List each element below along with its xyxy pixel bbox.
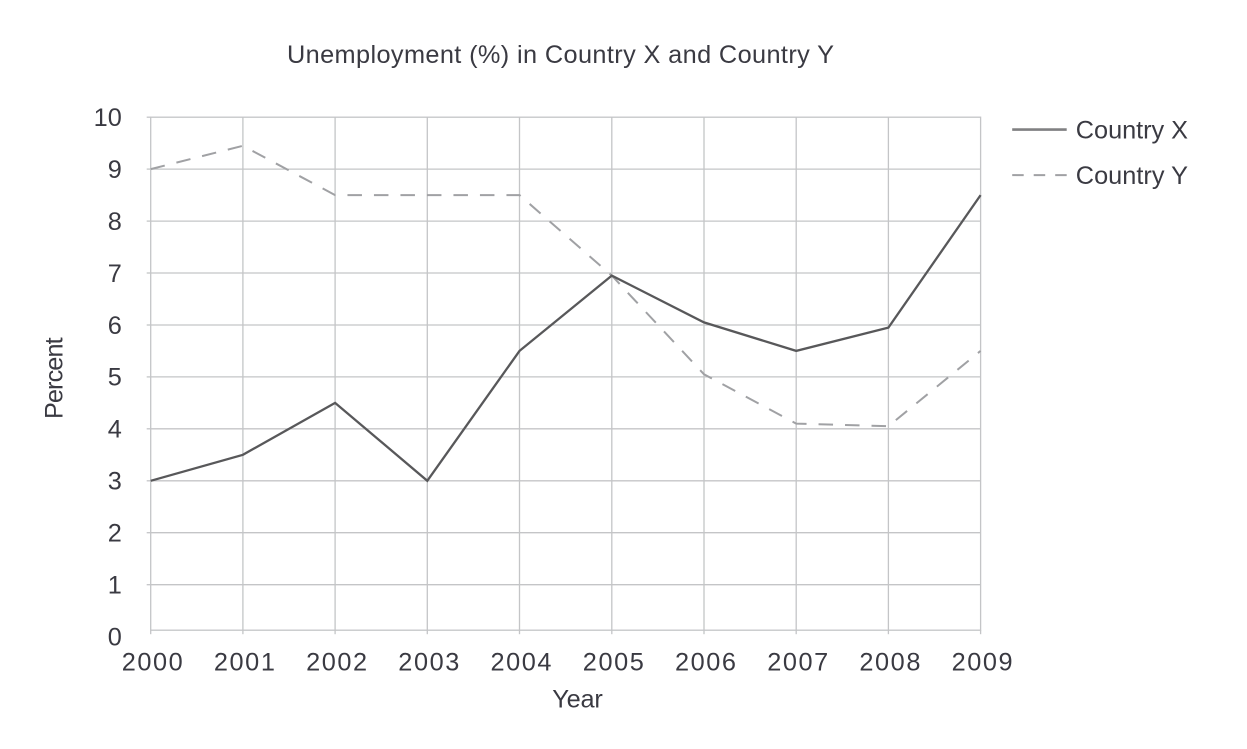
svg-text:2007: 2007 xyxy=(767,649,828,677)
svg-text:2009: 2009 xyxy=(952,649,1013,677)
svg-text:2002: 2002 xyxy=(306,649,367,677)
svg-text:6: 6 xyxy=(108,312,122,340)
svg-text:Year: Year xyxy=(552,686,603,714)
svg-text:2: 2 xyxy=(108,520,122,548)
svg-text:2001: 2001 xyxy=(214,649,275,677)
svg-text:1: 1 xyxy=(108,572,122,600)
svg-text:7: 7 xyxy=(108,260,122,288)
svg-text:Percent: Percent xyxy=(41,337,69,419)
svg-text:3: 3 xyxy=(108,468,122,496)
svg-text:2008: 2008 xyxy=(859,649,920,677)
svg-text:2000: 2000 xyxy=(122,649,183,677)
svg-text:0: 0 xyxy=(108,623,122,651)
svg-text:4: 4 xyxy=(108,416,122,444)
svg-text:2005: 2005 xyxy=(583,649,644,677)
svg-text:Unemployment (%) in Country X: Unemployment (%) in Country X and Countr… xyxy=(287,41,834,69)
svg-text:2004: 2004 xyxy=(491,649,552,677)
svg-text:2006: 2006 xyxy=(675,649,736,677)
svg-text:10: 10 xyxy=(94,104,122,132)
svg-text:5: 5 xyxy=(108,364,122,392)
svg-text:2003: 2003 xyxy=(398,649,459,677)
svg-text:Country X: Country X xyxy=(1076,116,1188,144)
svg-text:8: 8 xyxy=(108,208,122,236)
svg-text:9: 9 xyxy=(108,156,122,184)
svg-text:Country Y: Country Y xyxy=(1076,162,1188,190)
